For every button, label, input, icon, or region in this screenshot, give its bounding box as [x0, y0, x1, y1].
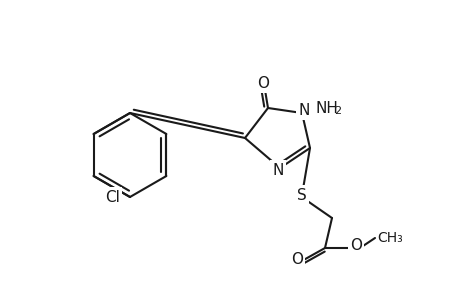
Text: NH: NH: [315, 100, 338, 116]
Text: O: O: [349, 238, 361, 253]
Text: O: O: [291, 251, 302, 266]
Text: S: S: [297, 188, 306, 202]
Text: 2: 2: [333, 106, 341, 116]
Text: CH₃: CH₃: [376, 231, 402, 245]
Text: Cl: Cl: [105, 190, 120, 205]
Text: N: N: [298, 103, 309, 118]
Text: O: O: [257, 76, 269, 91]
Text: N: N: [272, 163, 283, 178]
